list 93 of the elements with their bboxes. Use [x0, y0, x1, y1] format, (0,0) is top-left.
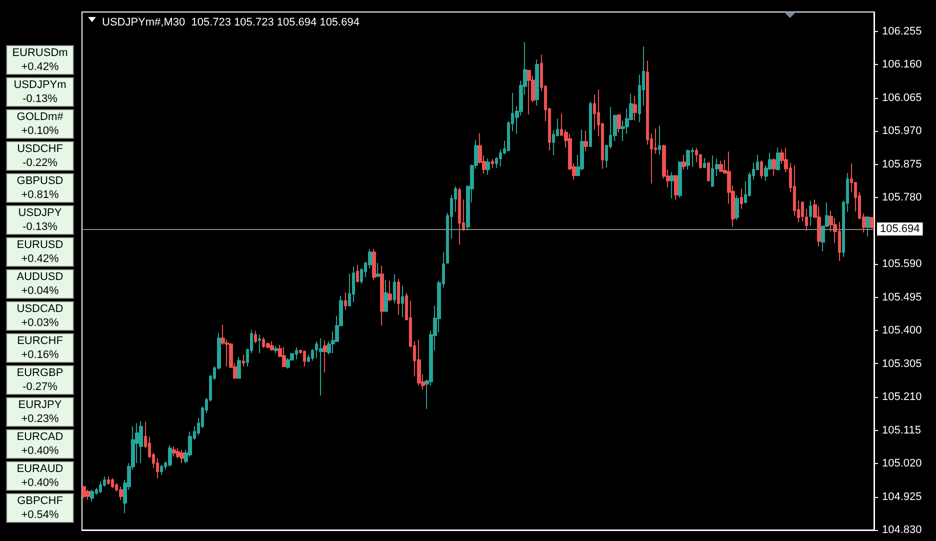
candlestick: [380, 265, 384, 326]
candlestick: [258, 334, 261, 354]
candlestick: [282, 346, 286, 368]
candlestick: [254, 330, 257, 344]
text: USDCAD +0.03%: [6, 301, 74, 331]
y-tick-label: 105.020: [882, 458, 922, 470]
text: USDJPYm -0.13%: [6, 77, 74, 107]
candlestick: [397, 278, 400, 316]
candlestick: [344, 292, 347, 310]
candlestick: [809, 200, 812, 226]
candlestick: [401, 285, 404, 318]
candlestick: [319, 338, 323, 396]
candlestick: [719, 160, 723, 173]
candlestick: [168, 444, 172, 468]
y-tick-label: 105.305: [882, 358, 922, 370]
candlestick: [180, 449, 184, 464]
text: AUDUSD +0.04%: [6, 269, 74, 299]
candlestick: [372, 248, 376, 280]
candlestick: [674, 175, 678, 200]
candlestick: [486, 158, 490, 176]
y-tick-label: 105.780: [882, 192, 922, 204]
candlestick: [303, 350, 306, 368]
text: EURAUD +0.40%: [6, 461, 74, 491]
candlestick: [870, 216, 874, 228]
text: EURCHF +0.16%: [6, 333, 74, 363]
candlestick: [740, 188, 743, 210]
candlestick: [139, 421, 143, 464]
candlestick: [866, 216, 870, 237]
text: EURUSDm +0.42%: [6, 45, 74, 75]
candlestick: [776, 147, 780, 172]
text: EURUSD +0.42%: [6, 237, 74, 267]
candlestick: [417, 339, 421, 386]
candlestick: [535, 59, 539, 106]
candlestick: [99, 480, 102, 494]
y-tick-label: 104.830: [882, 524, 922, 536]
y-tick-label: 106.255: [882, 25, 922, 38]
y-tick-label: 105.210: [882, 391, 922, 403]
candlestick: [237, 356, 241, 380]
chart-title: USDJPYm#,M30 105.723 105.723 105.694 105.694: [102, 16, 360, 28]
y-tick-label: 105.400: [882, 324, 922, 336]
candlestick: [242, 354, 245, 368]
candlestick: [772, 158, 776, 176]
candlestick: [658, 125, 661, 156]
text: GBPUSD +0.81%: [6, 173, 74, 203]
y-tick-label: 105.970: [882, 125, 922, 137]
text: EURCAD +0.40%: [6, 429, 74, 459]
candlestick: [633, 95, 637, 121]
candlestick: [527, 70, 531, 116]
text: GOLDm# +0.10%: [6, 109, 74, 139]
y-tick-label: 106.160: [882, 58, 922, 70]
candlestick: [707, 162, 710, 182]
candlestick: [90, 489, 94, 502]
candlestick: [352, 266, 355, 303]
y-tick-label: 106.065: [882, 92, 922, 104]
y-tick-label: 105.495: [882, 291, 922, 304]
text: USDCHF -0.22%: [6, 141, 74, 171]
candlestick: [270, 340, 274, 351]
candlestick: [682, 154, 686, 170]
candlestick: [172, 446, 176, 457]
candlestick: [678, 162, 682, 198]
candlestick: [384, 279, 388, 312]
candlestick: [376, 262, 380, 278]
text: EURGBP -0.27%: [6, 365, 74, 395]
candlestick: [82, 486, 86, 499]
candlestick: [703, 157, 706, 169]
candlestick: [760, 160, 763, 180]
candlestick: [119, 486, 123, 500]
candlestick: [458, 188, 461, 246]
candlestick: [617, 114, 621, 133]
y-tick-label: 105.115: [882, 424, 921, 436]
candlestick: [86, 489, 90, 500]
candlestick: [589, 101, 592, 148]
candlestick: [670, 172, 674, 200]
y-tick-label: 105.590: [882, 258, 922, 270]
candlestick: [274, 345, 278, 354]
candlestick: [176, 448, 180, 459]
candlestick: [491, 158, 494, 169]
candlestick: [584, 130, 588, 152]
text: EURJPY +0.23%: [6, 397, 74, 427]
ref-line-label: 105.694: [880, 223, 920, 235]
candlestick: [323, 340, 327, 373]
candlestick: [160, 464, 163, 476]
candlestick: [393, 274, 396, 304]
candlestick: [356, 264, 359, 283]
y-tick-label: 104.925: [882, 490, 922, 503]
text: GBPCHF +0.54%: [6, 493, 74, 523]
candlestick: [735, 194, 739, 221]
candlestick: [388, 280, 392, 302]
candlestick: [107, 476, 110, 486]
text: USDJPY -0.13%: [6, 205, 74, 235]
y-tick-label: 105.875: [882, 158, 922, 170]
candlestick: [111, 478, 114, 488]
candlestick: [686, 149, 690, 170]
